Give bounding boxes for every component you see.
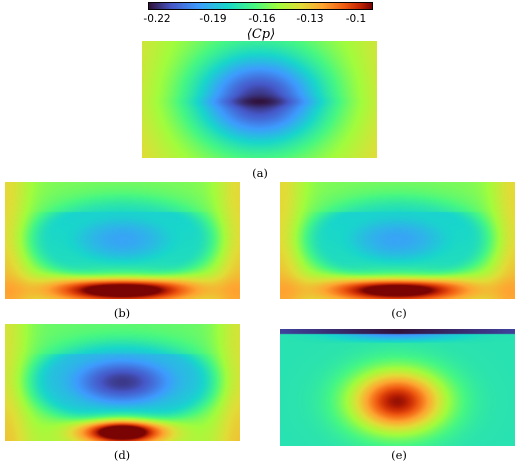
colorbar-label: ⟨Cp⟩ xyxy=(246,27,276,42)
colorbar-tick: -0.1 xyxy=(345,13,367,25)
colorbar: -0.22 -0.19 -0.16 -0.13 -0.1 ⟨Cp⟩ xyxy=(0,0,520,44)
caption-a: (a) xyxy=(252,166,268,180)
colorbar-tick: -0.19 xyxy=(199,13,227,25)
colorbar-tick: -0.16 xyxy=(248,13,276,25)
caption-b: (b) xyxy=(113,306,131,320)
heatmap-panel-d xyxy=(5,324,240,441)
caption-e: (e) xyxy=(391,448,407,462)
caption-d: (d) xyxy=(113,448,131,462)
colorbar-tick: -0.22 xyxy=(143,13,171,25)
heatmap-panel-c xyxy=(280,182,515,299)
heatmap-panel-e xyxy=(280,329,515,446)
colorbar-gradient xyxy=(148,2,373,10)
heatmap-panel-a xyxy=(142,41,377,158)
heatmap-panel-b xyxy=(5,182,240,299)
colorbar-tick: -0.13 xyxy=(296,13,324,25)
caption-c: (c) xyxy=(391,306,407,320)
